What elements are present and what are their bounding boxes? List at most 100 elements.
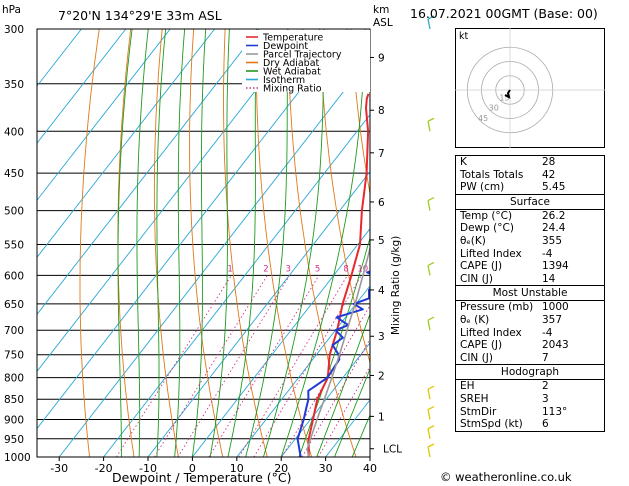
surface-title: Surface	[456, 195, 604, 210]
indices-panel: K 28 Totals Totals 42 PW (cm) 5.45 Surface …	[455, 155, 605, 432]
wind-barb	[427, 385, 435, 400]
plot-frame	[36, 28, 371, 458]
wind-barb	[427, 15, 435, 30]
surface-temp-row: Temp (°C) 26.2	[460, 209, 566, 222]
x-tick-label: -10	[139, 462, 157, 475]
pressure-tick-650: 650	[4, 299, 24, 311]
x-tick-label: 10	[230, 462, 244, 475]
pressure-tick-600: 600	[4, 270, 24, 282]
legend-background	[242, 30, 370, 92]
mixing-ratio-label: 10	[357, 264, 368, 274]
pressure-tick-950: 950	[4, 434, 24, 446]
legend-item: Mixing Ratio	[263, 84, 322, 95]
wet-adiabat-line	[117, 29, 133, 457]
isotherm-line	[37, 29, 215, 258]
pressure-tick-400: 400	[4, 126, 24, 138]
mixing-ratio-label: 2	[263, 264, 268, 274]
isotherm-line	[37, 29, 260, 316]
mixing-ratio-line	[253, 275, 362, 457]
isotherm-line	[58, 56, 370, 457]
mixing-ratio-axis-title: Mixing Ratio (g/kg)	[390, 236, 402, 335]
wet-adiabat-line	[191, 29, 207, 457]
hodograph-frame	[455, 28, 605, 148]
legend-item: Parcel Trajectory	[263, 50, 342, 61]
surface-cin-row: CIN (J) 14	[460, 272, 556, 285]
wind-barb	[427, 117, 435, 132]
wind-barb	[427, 197, 435, 211]
surface-dewp-row: Dewp (°C) 24.4	[460, 222, 566, 235]
wet-adiabat-line	[245, 29, 289, 457]
dry-adiabat-line	[287, 29, 357, 457]
indices-block: K 28 Totals Totals 42 PW (cm) 5.45	[455, 155, 605, 195]
eh-row: EH 2	[460, 380, 549, 393]
mixing-ratio-line	[208, 275, 320, 457]
isotherm-line	[37, 29, 304, 373]
mixing-ratio-label: 20	[403, 264, 414, 274]
isotherm-line	[236, 285, 370, 457]
series-parcel-trajectory	[306, 245, 370, 457]
x-axis-title: Dewpoint / Temperature (°C)	[112, 470, 291, 485]
wet-adiabat-line	[316, 312, 370, 457]
most-unstable-block: Most Unstable Pressure (mb) 1000 θₑ (K) 35…	[455, 286, 605, 366]
legend-item: Dry Adiabat	[263, 58, 320, 69]
km-tick-label: 3	[378, 331, 385, 343]
legend-item: Temperature	[262, 33, 323, 44]
legend-item: Isotherm	[263, 75, 305, 86]
mixing-ratio-label: 25	[418, 264, 429, 274]
wet-adiabat-line	[280, 29, 366, 457]
mu-theta-row: θₑ (K) 357	[460, 313, 563, 326]
km-tick-label: 1	[378, 411, 385, 423]
hodograph-table-block: Hodograph EH 2 SREH 3 StmDir 113° StmSpd (k…	[455, 365, 605, 432]
pressure-tick-850: 850	[4, 394, 24, 406]
dry-adiabat-line	[79, 29, 100, 457]
wind-barb	[427, 443, 435, 458]
pressure-tick-300: 300	[4, 24, 24, 36]
pressure-tick-550: 550	[4, 239, 24, 251]
pressure-tick-750: 750	[4, 350, 24, 362]
isotherm-line	[37, 29, 171, 201]
legend-item: Wet Adiabat	[263, 67, 321, 78]
run-datetime: 16.07.2021 00GMT (Base: 00)	[410, 6, 598, 21]
km-tick-label: 2	[378, 370, 385, 382]
mu-lifted-row: Lifted Index -4	[460, 326, 553, 339]
dry-adiabat-line	[153, 29, 179, 457]
mixing-ratio-line	[153, 275, 268, 457]
mixing-ratio-label: 5	[315, 264, 320, 274]
mu-title: Most Unstable	[456, 286, 604, 302]
hodograph-ring-label: 45	[478, 114, 488, 123]
x-tick-label: -20	[95, 462, 113, 475]
legend-item: Dewpoint	[263, 41, 308, 52]
dry-adiabat-line	[350, 29, 370, 197]
mixing-ratio-label: 1	[227, 264, 232, 274]
chart-axes: 3003504004505005506006507007508008509009…	[4, 24, 402, 475]
wet-adiabat-line	[136, 29, 149, 457]
wet-adiabat-line	[209, 29, 230, 457]
pw-row: PW (cm) 5.45	[460, 181, 566, 194]
hodograph-ring-label: 15	[499, 93, 509, 102]
km-tick-label: 5	[378, 235, 385, 247]
wet-adiabat-line	[262, 29, 325, 457]
wind-barb	[427, 316, 435, 331]
pressure-tick-350: 350	[4, 79, 24, 91]
hodograph-trace	[504, 89, 511, 99]
isotherm-line	[37, 29, 127, 144]
wind-barb	[427, 261, 435, 276]
wet-adiabat-line	[156, 29, 167, 457]
k-index-row: K 28	[460, 156, 556, 168]
isotherm-line	[37, 29, 349, 430]
km-tick-label: 4	[378, 285, 385, 297]
km-tick-label: 9	[378, 52, 385, 64]
x-tick-label: 20	[274, 462, 288, 475]
surface-block: Surface Temp (°C) 26.2 Dewp (°C) 24.4 θₑ(K…	[455, 194, 605, 287]
lcl-label: LCL	[383, 444, 402, 456]
dry-adiabat-line	[189, 29, 224, 457]
mixing-ratio-line	[238, 275, 348, 457]
x-tick-label: 0	[189, 462, 196, 475]
surface-theta-row: θₑ(K) 355	[460, 234, 563, 247]
chart-curves	[296, 93, 370, 457]
mixing-ratio-line	[301, 338, 370, 457]
